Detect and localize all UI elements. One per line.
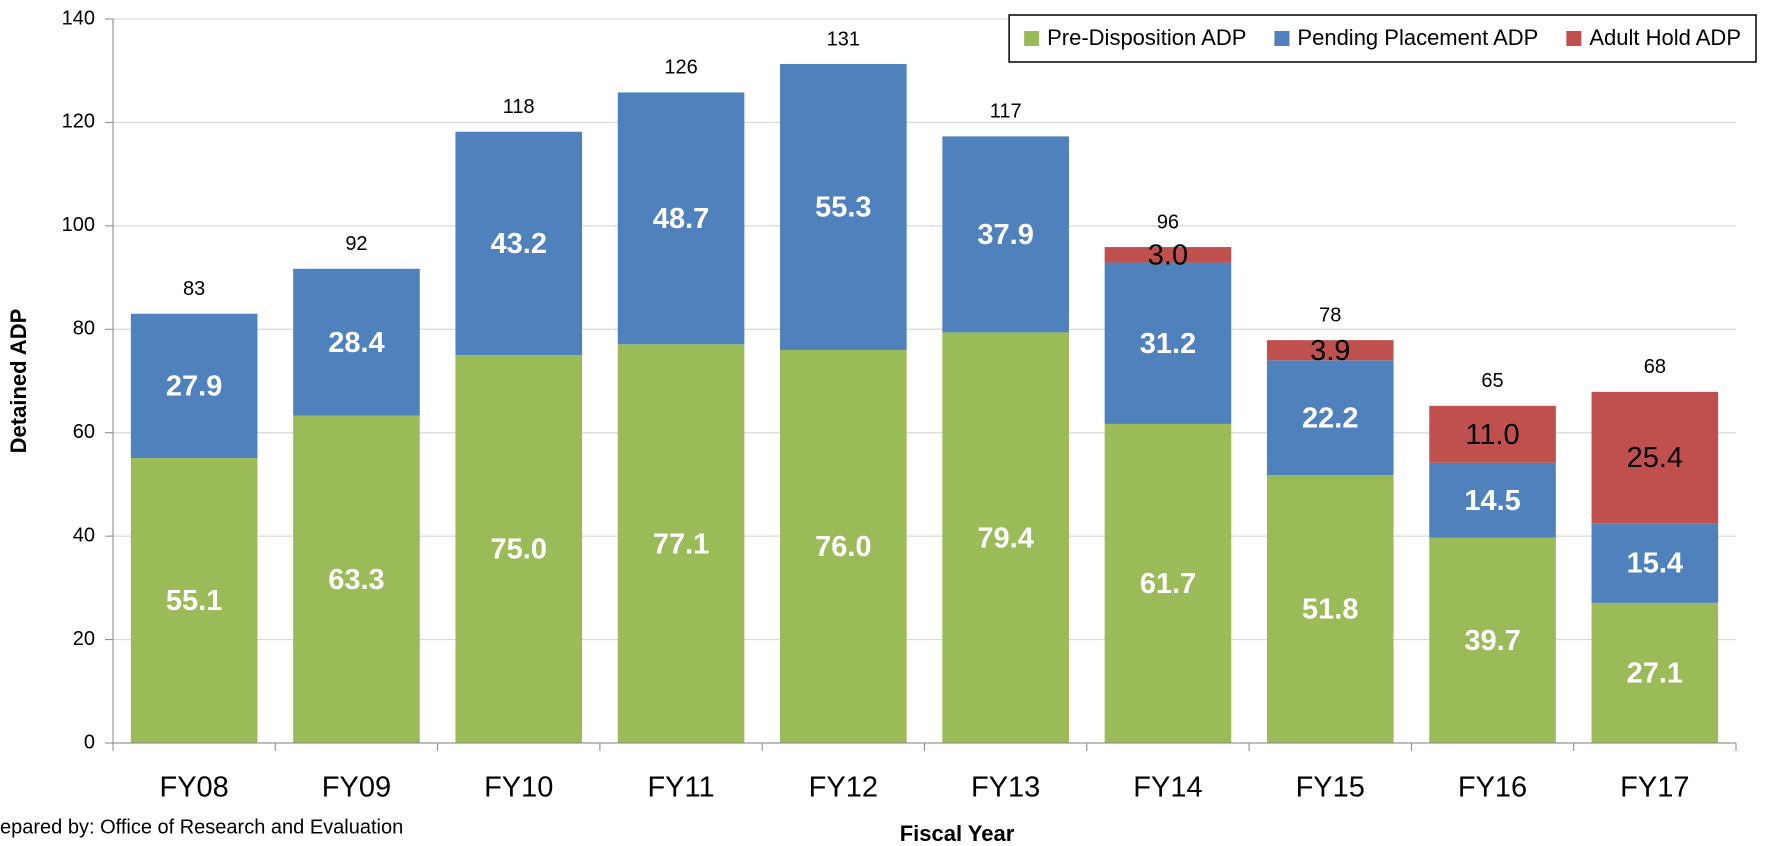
x-tick-label: FY13 <box>971 772 1040 804</box>
legend: Pre-Disposition ADP Pending Placement ADP… <box>1008 14 1757 63</box>
x-tick-label: FY08 <box>159 772 228 804</box>
y-tick-label: 140 <box>62 7 95 29</box>
data-label: 11.0 <box>1465 419 1519 451</box>
legend-label: Pending Placement ADP <box>1297 25 1538 50</box>
bar-segment <box>130 458 258 743</box>
bar-segment <box>293 268 420 416</box>
bar-segment <box>1591 602 1719 743</box>
total-label: 96 <box>1157 211 1179 233</box>
y-tick-label: 100 <box>62 214 95 236</box>
total-label: 126 <box>664 57 697 79</box>
total-label: 65 <box>1481 370 1503 392</box>
x-tick-label: FY11 <box>647 772 714 804</box>
total-label: 78 <box>1319 304 1341 326</box>
y-tick-label: 120 <box>62 111 95 133</box>
x-axis-title: Fiscal Year <box>900 821 1015 846</box>
total-label: 83 <box>183 278 205 300</box>
bar-segment <box>1266 340 1394 361</box>
data-label: 3.0 <box>1148 239 1188 271</box>
data-label: 76.0 <box>815 531 871 563</box>
bar-segment <box>942 332 1069 743</box>
bar-segment <box>617 344 745 743</box>
data-label: 27.1 <box>1627 658 1683 690</box>
legend-swatch <box>1566 31 1582 46</box>
bar-segment <box>455 131 583 356</box>
x-tick-label: FY10 <box>484 772 553 804</box>
bar-segment <box>780 63 907 350</box>
bar-segment <box>1266 360 1394 476</box>
bar-segment <box>1429 537 1556 743</box>
y-tick-label: 0 <box>84 731 95 753</box>
data-label: 25.4 <box>1627 442 1683 474</box>
data-label: 55.1 <box>166 585 222 617</box>
bar-segment <box>130 313 258 459</box>
data-label: 22.2 <box>1302 402 1358 434</box>
data-label: 48.7 <box>653 203 709 235</box>
bar-segment <box>1266 475 1394 743</box>
data-label: 55.3 <box>815 192 871 224</box>
data-label: 75.0 <box>491 534 547 566</box>
data-label: 15.4 <box>1627 548 1683 580</box>
data-label: 28.4 <box>328 327 384 359</box>
y-tick-label: 40 <box>73 524 95 546</box>
data-label: 43.2 <box>491 228 547 260</box>
legend-swatch <box>1274 31 1290 46</box>
x-tick-label: FY09 <box>322 772 391 804</box>
total-label: 68 <box>1644 356 1666 378</box>
bar-segment <box>293 415 420 743</box>
x-tick-label: FY12 <box>809 772 878 804</box>
bar-segment <box>1104 262 1232 424</box>
data-label: 79.4 <box>977 522 1033 554</box>
data-label: 61.7 <box>1140 568 1196 600</box>
data-label: 3.9 <box>1310 335 1350 367</box>
bar-segment <box>455 355 583 743</box>
bar-segment <box>1104 423 1232 743</box>
y-axis-title: Detained ADP <box>6 309 31 454</box>
y-tick-label: 60 <box>73 421 95 443</box>
legend-swatch <box>1024 31 1040 46</box>
data-label: 51.8 <box>1302 594 1358 626</box>
legend-box <box>1008 14 1757 63</box>
data-label: 37.9 <box>977 219 1033 251</box>
total-label: 118 <box>503 96 535 118</box>
bar-segment <box>1104 247 1232 263</box>
total-label: 117 <box>990 101 1022 123</box>
bar-segment <box>780 349 907 743</box>
bar-segment <box>1429 405 1556 463</box>
x-tick-label: FY17 <box>1620 772 1689 804</box>
x-tick-label: FY14 <box>1133 772 1202 804</box>
bar-segment <box>1591 391 1719 524</box>
bar-segment <box>617 92 745 345</box>
x-tick-label: FY16 <box>1458 772 1527 804</box>
data-label: 77.1 <box>653 528 709 560</box>
bar-segment <box>1591 523 1719 603</box>
data-label: 31.2 <box>1140 328 1196 360</box>
data-label: 27.9 <box>166 371 222 403</box>
total-label: 92 <box>345 233 367 255</box>
data-label: 14.5 <box>1464 485 1520 517</box>
y-tick-label: 20 <box>73 628 95 650</box>
footnote: epared by: Office of Research and Evalua… <box>0 816 403 838</box>
y-tick-label: 80 <box>73 318 95 340</box>
legend-label: Adult Hold ADP <box>1589 25 1741 50</box>
x-tick-label: FY15 <box>1296 772 1365 804</box>
total-label: 131 <box>827 28 860 50</box>
data-label: 39.7 <box>1464 625 1520 657</box>
data-label: 63.3 <box>328 564 384 596</box>
legend-label: Pre-Disposition ADP <box>1047 25 1246 50</box>
bar-segment <box>1429 462 1556 538</box>
bar-segment <box>942 136 1069 333</box>
